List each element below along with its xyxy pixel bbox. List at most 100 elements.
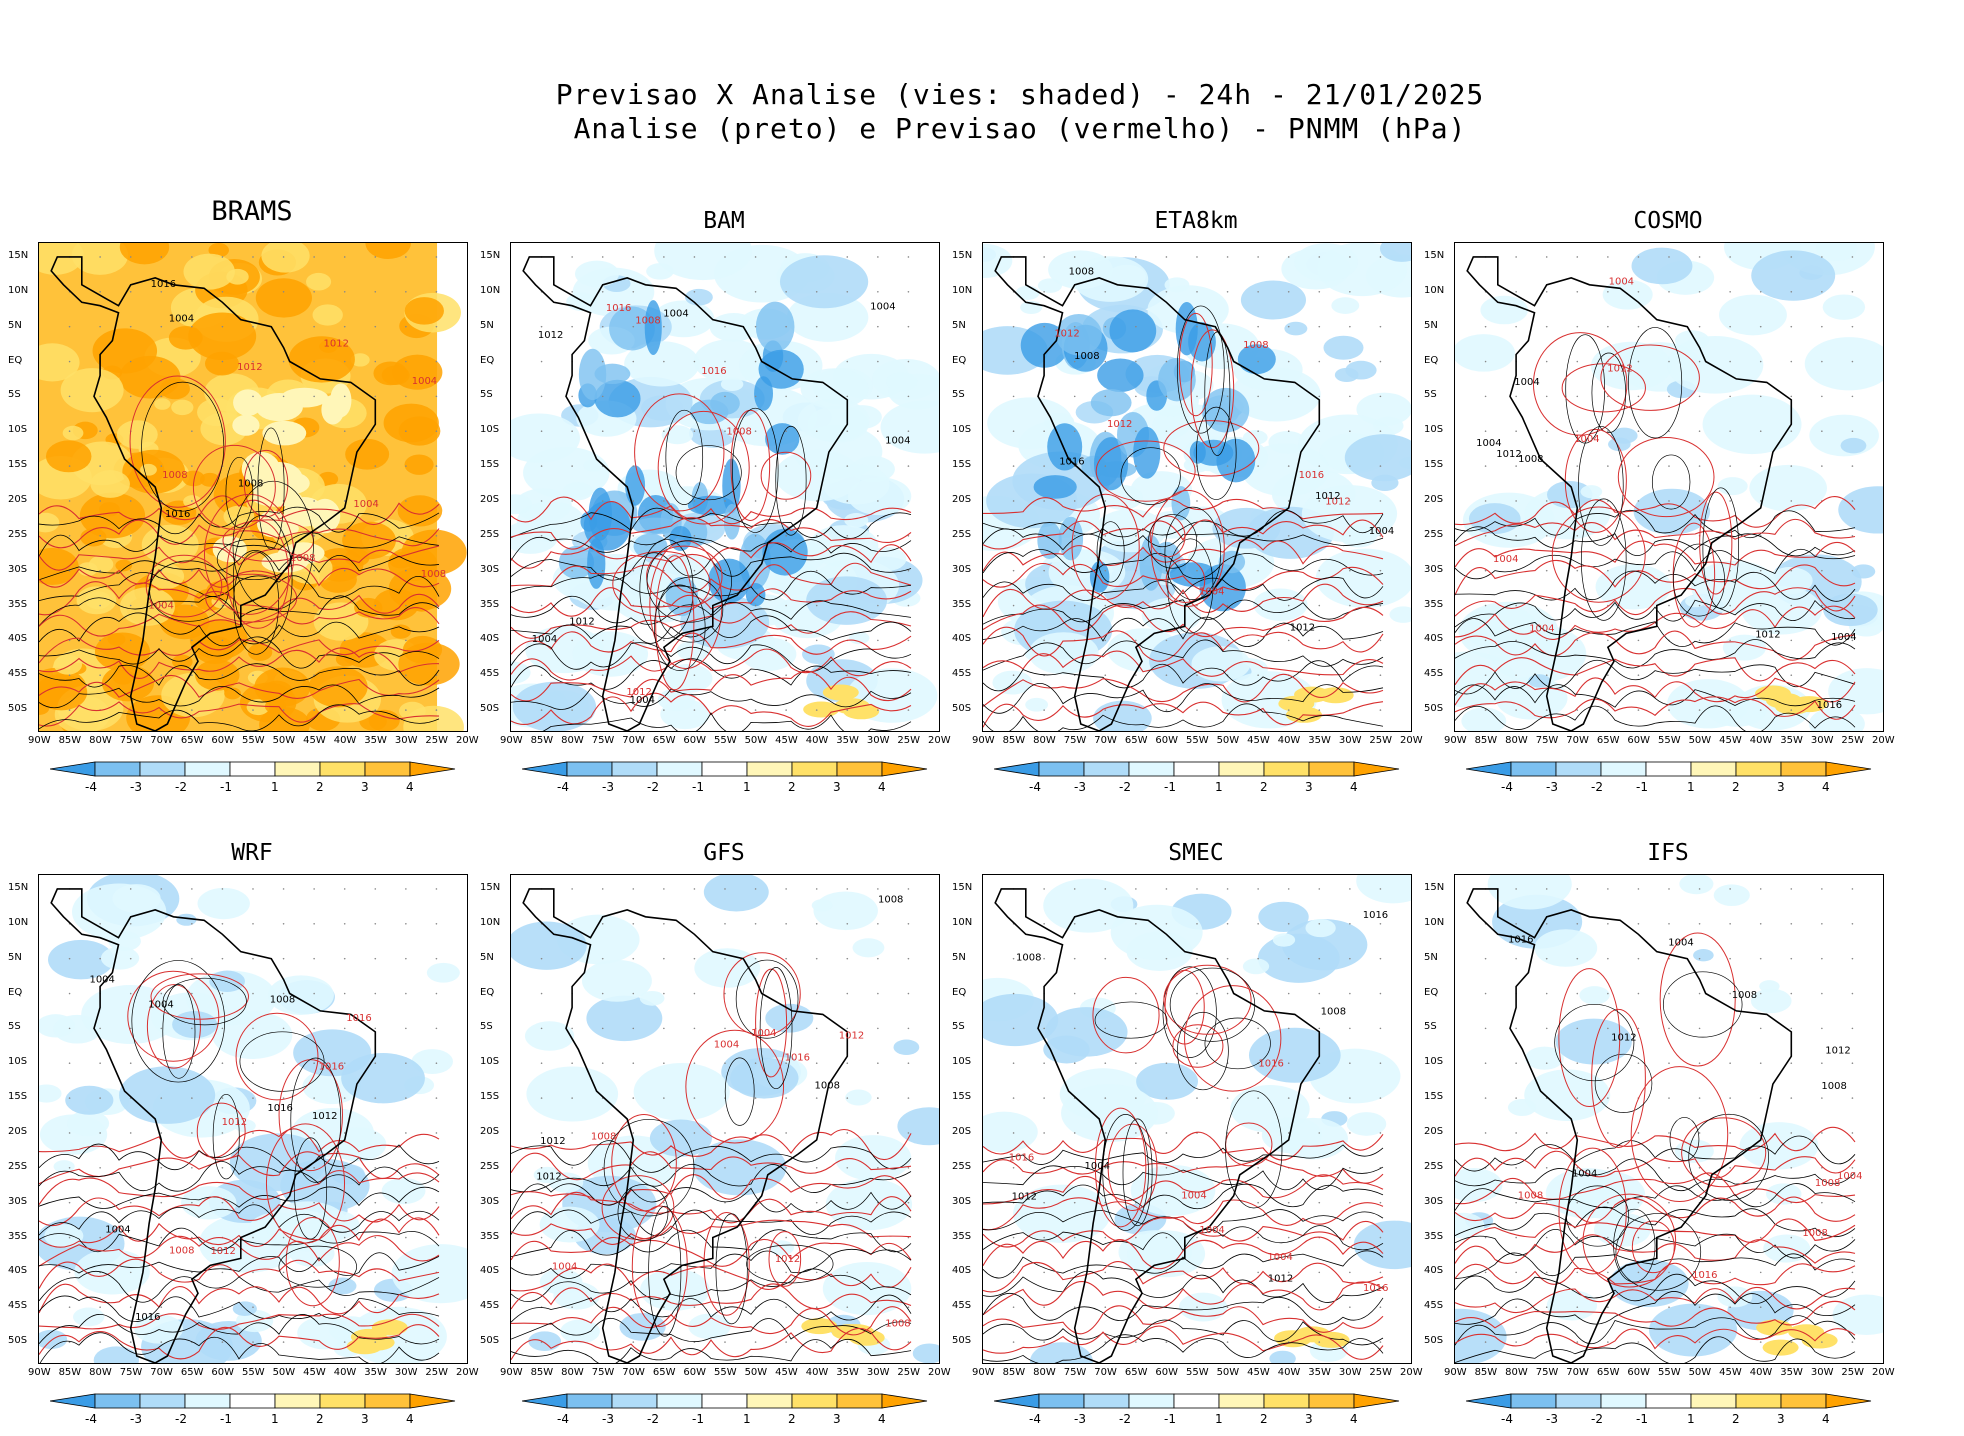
contour-label: 1012 bbox=[1607, 363, 1632, 374]
lat-tick-label: 15S bbox=[480, 459, 500, 471]
colorbar-swatch bbox=[881, 761, 928, 777]
contour-label: 1012 bbox=[1290, 622, 1315, 633]
colorbar-label: -2 bbox=[175, 780, 187, 794]
colorbar-label: 4 bbox=[406, 1412, 414, 1426]
panel-title: COSMO bbox=[1633, 208, 1703, 234]
colorbar-swatch bbox=[94, 1393, 141, 1409]
lat-tick-label: 15N bbox=[1424, 881, 1445, 893]
contour-label: 1012 bbox=[1325, 496, 1350, 507]
lat-tick-label: 20S bbox=[952, 1125, 972, 1137]
colorbar bbox=[993, 1393, 1400, 1409]
lat-tick-label: 10S bbox=[952, 424, 972, 436]
lat-tick-label: 25S bbox=[1424, 528, 1444, 540]
map-canvas: 1008 1008 1016 1004 1016 1004 1012 1008 1008 1008… bbox=[1455, 875, 1883, 1363]
graticule bbox=[540, 256, 910, 711]
contour-label: 1016 bbox=[1692, 1270, 1717, 1281]
contour-label: 1004 bbox=[663, 309, 688, 320]
contour-label: 1008 bbox=[878, 894, 903, 905]
lon-tick-label: 80W bbox=[561, 1367, 584, 1378]
bias-shading bbox=[1455, 875, 1883, 1363]
contour-label: 1008 bbox=[238, 478, 263, 489]
colorbar-swatch bbox=[1510, 761, 1557, 777]
map-canvas: 1016 1004 1008 1016 1004 1012 1004 1016 1008 1016… bbox=[983, 875, 1411, 1363]
colorbar bbox=[49, 761, 456, 777]
lon-tick-label: 75W bbox=[1535, 735, 1559, 746]
lon-tick-label: 65W bbox=[652, 735, 676, 746]
lon-tick-label: 65W bbox=[652, 1367, 676, 1378]
lat-tick-label: 35S bbox=[8, 1230, 28, 1242]
lon-tick-label: 30W bbox=[1338, 1367, 1362, 1378]
colorbar bbox=[1465, 760, 1875, 782]
colorbar-label: -4 bbox=[1029, 780, 1041, 794]
colorbar-swatch bbox=[1510, 1393, 1557, 1409]
lon-tick-label: 90W bbox=[28, 735, 51, 746]
coastline bbox=[994, 256, 1321, 731]
contour-label: 1012 bbox=[626, 687, 651, 698]
lat-tick-label: 35S bbox=[8, 598, 28, 610]
colorbar bbox=[49, 1392, 459, 1414]
contour-label: 1012 bbox=[538, 330, 563, 341]
lon-tick-label: 30W bbox=[394, 735, 418, 746]
lon-tick-label: 85W bbox=[1474, 1367, 1498, 1378]
colorbar-swatch bbox=[1083, 761, 1130, 777]
lat-tick-label: 25S bbox=[8, 528, 28, 540]
colorbar bbox=[1465, 761, 1872, 777]
contour-label: 1012 bbox=[1315, 491, 1340, 502]
colorbar-label: -4 bbox=[1501, 1412, 1513, 1426]
contour-label: 1008 bbox=[1016, 953, 1041, 964]
lon-tick-label: 70W bbox=[150, 1367, 173, 1378]
colorbar-label: -1 bbox=[692, 1412, 704, 1426]
colorbar-swatch bbox=[566, 1393, 613, 1409]
colorbar bbox=[49, 1393, 456, 1409]
lon-tick-label: 85W bbox=[1002, 1367, 1026, 1378]
contour-label: 1012 bbox=[237, 362, 262, 373]
lat-tick-label: 45S bbox=[952, 1300, 972, 1312]
lat-tick-label: 5S bbox=[8, 389, 21, 401]
contour-label: 1008 bbox=[635, 316, 660, 327]
lon-tick-label: 30W bbox=[394, 1367, 418, 1378]
lat-tick-label: 30S bbox=[952, 1195, 972, 1207]
lat-tick-label: 35S bbox=[952, 1230, 972, 1242]
lon-tick-label: 30W bbox=[1810, 1367, 1834, 1378]
colorbar-label: -4 bbox=[1029, 1412, 1041, 1426]
lat-tick-label: 10N bbox=[8, 284, 29, 296]
colorbar bbox=[993, 760, 1403, 782]
lat-tick-label: 5S bbox=[952, 1021, 965, 1033]
colorbar-label: -4 bbox=[85, 1412, 97, 1426]
pressure-contours bbox=[1455, 327, 1856, 731]
lon-tick-label: 45W bbox=[1719, 1367, 1742, 1378]
colorbar-label: -1 bbox=[220, 1412, 232, 1426]
lat-tick-label: 5S bbox=[480, 1021, 493, 1033]
colorbar-swatch bbox=[1690, 761, 1737, 777]
lat-tick-label: EQ bbox=[1424, 354, 1439, 366]
lon-tick-label: 40W bbox=[1749, 735, 1773, 746]
lat-tick-label: 40S bbox=[8, 633, 28, 645]
lon-tick-label: 25W bbox=[1369, 1367, 1393, 1378]
colorbar-swatch bbox=[319, 1393, 366, 1409]
lat-tick-label: 10S bbox=[480, 424, 500, 436]
colorbar bbox=[521, 761, 928, 777]
lon-tick-label: 20W bbox=[1400, 735, 1423, 746]
lon-tick-label: 65W bbox=[1124, 1367, 1148, 1378]
colorbar-swatch bbox=[319, 761, 366, 777]
lat-tick-label: 5N bbox=[952, 319, 966, 331]
colorbar-label: 1 bbox=[743, 1412, 751, 1426]
lon-tick-label: 30W bbox=[1338, 735, 1362, 746]
lat-tick-label: 35S bbox=[1424, 1230, 1444, 1242]
colorbar-label: 3 bbox=[833, 1412, 841, 1426]
lat-tick-label: 15S bbox=[1424, 459, 1444, 471]
colorbar-label: 3 bbox=[361, 1412, 369, 1426]
colorbar-label: -1 bbox=[220, 780, 232, 794]
contour-label: 1004 bbox=[714, 1040, 739, 1051]
lon-tick-label: 75W bbox=[1535, 1367, 1559, 1378]
lat-tick-label: 10S bbox=[1424, 1056, 1444, 1068]
contour-label: 1012 bbox=[222, 1117, 247, 1128]
map-canvas: 1012100410041008101610041016101210041008… bbox=[511, 243, 939, 731]
lat-tick-label: 45S bbox=[8, 668, 28, 680]
colorbar-label: 4 bbox=[406, 780, 414, 794]
lat-tick-label: 15N bbox=[8, 249, 29, 261]
contour-label: 1004 bbox=[1493, 554, 1518, 565]
lat-tick-label: 10S bbox=[952, 1056, 972, 1068]
colorbar-label: 4 bbox=[878, 1412, 886, 1426]
lon-tick-label: 55W bbox=[1658, 1367, 1681, 1378]
